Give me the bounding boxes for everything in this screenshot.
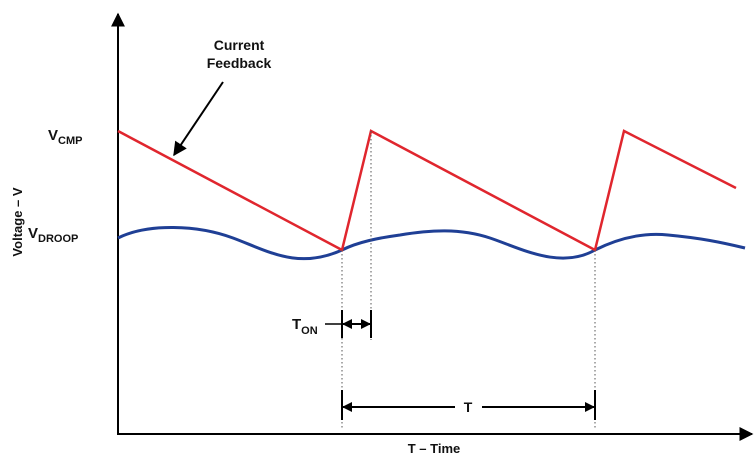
period-label: T xyxy=(464,399,473,415)
ton-sub: ON xyxy=(301,325,318,337)
v-cmp-label: VCMP xyxy=(48,127,82,147)
v-cmp-main: V xyxy=(48,127,58,144)
v-droop-sub: DROOP xyxy=(38,233,78,245)
current-feedback-label-line2: Feedback xyxy=(207,55,272,71)
current-feedback-arrow xyxy=(173,81,224,157)
v-cmp-sub: CMP xyxy=(58,135,82,147)
v-droop-label: VDROOP xyxy=(28,225,78,245)
ton-main: T xyxy=(292,316,301,333)
v-droop-main: V xyxy=(28,225,38,242)
y-axis-label: Voltage – V xyxy=(10,187,25,256)
ton-label: TON xyxy=(292,316,318,337)
period-dimension xyxy=(341,390,596,420)
x-axis-label: T – Time xyxy=(408,441,461,456)
current-feedback-label-line1: Current xyxy=(214,37,265,53)
ton-dimension xyxy=(325,310,372,338)
guide-lines xyxy=(341,131,596,430)
sawtooth-waveform xyxy=(117,129,737,252)
droop-waveform xyxy=(117,226,746,261)
